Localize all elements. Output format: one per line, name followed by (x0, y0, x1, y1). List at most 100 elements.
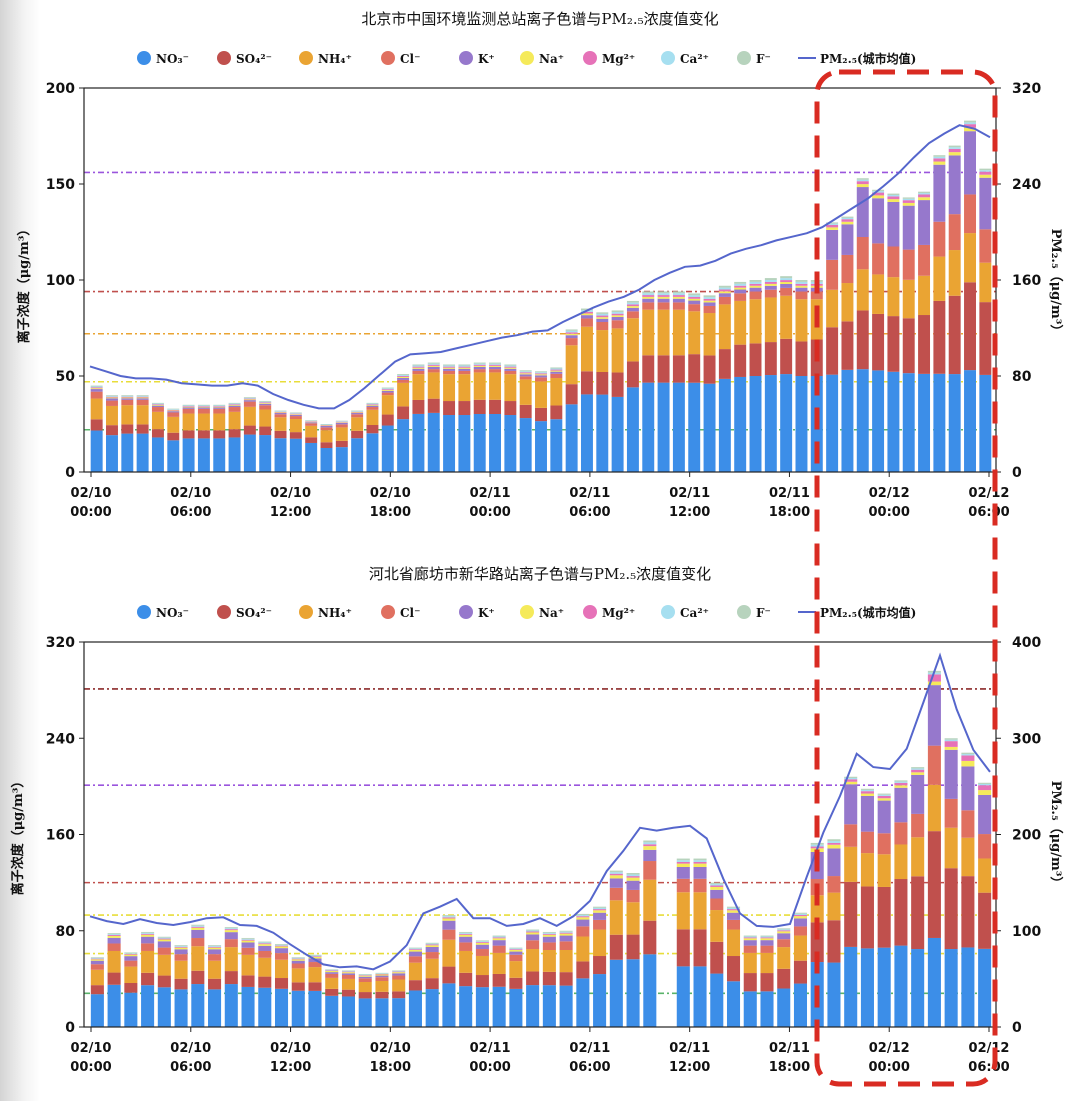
bar-segment-mg (978, 785, 992, 791)
bar-segment-ca (593, 907, 607, 910)
bar-segment-no3 (358, 998, 372, 1027)
y-tick-label: 240 (46, 731, 75, 747)
y2-tick-label: 400 (1012, 635, 1041, 651)
bar-segment-cl (191, 938, 205, 947)
bar-segment-f (167, 408, 180, 410)
bar-segment-mg (492, 937, 506, 939)
bar-segment-no3 (887, 371, 900, 472)
bar-segment-no3 (657, 382, 670, 472)
y-tick-label: 200 (46, 81, 75, 97)
bar-segment-mg (351, 411, 364, 413)
bar-segment-so4 (793, 960, 808, 984)
bar-segment-na (948, 152, 961, 156)
bar-segment-k (559, 935, 573, 942)
bar-segment-cl (320, 427, 333, 431)
bar-segment-k (259, 403, 272, 406)
bar-segment-nh4 (760, 952, 774, 974)
bar-segment-na (718, 291, 731, 294)
bar-segment-so4 (121, 424, 134, 434)
legend-swatch-f (737, 605, 751, 619)
bar-segment-nh4 (887, 277, 900, 317)
bar-segment-f (174, 945, 188, 947)
bar-segment-ca (726, 907, 741, 910)
bar-segment-so4 (475, 975, 489, 988)
bar-segment-mg (780, 280, 793, 283)
bar-segment-mg (408, 949, 422, 950)
bar-segment-so4 (911, 876, 925, 950)
bar-segment-no3 (726, 981, 741, 1027)
bar-segment-nh4 (224, 947, 238, 972)
bar-segment-so4 (944, 868, 958, 950)
bar-segment-so4 (844, 881, 858, 947)
bar-segment-ca (308, 955, 322, 957)
bar-segment-mg (341, 971, 356, 973)
bar-segment-na (688, 298, 701, 301)
bar-segment-mg (208, 946, 222, 948)
legend-swatch-k (459, 605, 473, 619)
bar-segment-na (291, 959, 305, 961)
bar-segment-cl (305, 423, 318, 426)
y2-tick-label: 160 (1012, 273, 1041, 289)
bar-segment-ca (397, 375, 410, 377)
bar-segment-nh4 (978, 858, 992, 893)
bar-segment-na (550, 370, 563, 372)
bar-segment-mg (593, 909, 607, 911)
bar-segment-k (341, 973, 356, 975)
x-tick-time: 00:00 (70, 1060, 111, 1075)
bar-segment-nh4 (918, 275, 931, 316)
bar-segment-ca (174, 946, 188, 947)
bar-segment-k (642, 298, 655, 303)
legend-swatch-no3 (137, 605, 151, 619)
bar-segment-nh4 (305, 425, 318, 438)
bar-segment-no3 (777, 988, 791, 1027)
bar-segment-so4 (580, 371, 593, 395)
bar-segment-cl (504, 370, 517, 375)
bar-segment-cl (475, 949, 489, 956)
bar-segment-no3 (167, 440, 180, 472)
bar-segment-mg (734, 285, 747, 288)
y2-tick-label: 80 (1012, 369, 1032, 385)
bar-segment-so4 (335, 440, 348, 448)
bar-segment-cl (795, 291, 808, 300)
bar-segment-no3 (325, 995, 339, 1027)
bar-segment-ca (676, 860, 690, 862)
bar-segment-nh4 (274, 959, 289, 979)
bar-segment-na (167, 410, 180, 412)
bar-segment-cl (718, 296, 731, 305)
bar-segment-ca (157, 937, 171, 939)
bar-segment-so4 (358, 992, 372, 999)
bar-segment-ca (978, 783, 992, 786)
bar-segment-k (258, 945, 272, 951)
bar-segment-nh4 (643, 879, 657, 921)
bar-segment-so4 (492, 973, 506, 987)
bar-segment-k (672, 298, 685, 303)
bar-segment-cl (726, 919, 741, 930)
y2-tick-label: 0 (1012, 465, 1022, 481)
bar-segment-mg (141, 933, 155, 935)
bar-segment-mg (443, 366, 456, 368)
bar-segment-k (933, 164, 946, 222)
bar-segment-mg (877, 795, 891, 799)
bar-segment-k (887, 201, 900, 247)
legend-swatch-f (737, 51, 751, 65)
bar-segment-k (224, 932, 238, 940)
x-tick-date: 02/11 (470, 1041, 511, 1056)
bar-segment-nh4 (475, 955, 489, 976)
bar-segment-cl (657, 302, 670, 310)
bar-segment-na (224, 930, 238, 933)
y-tick-label: 80 (56, 924, 76, 940)
bar-segment-cl (341, 974, 356, 979)
bar-segment-no3 (944, 949, 958, 1027)
bar-segment-so4 (427, 398, 440, 413)
bar-segment-f (509, 947, 523, 949)
bar-segment-ca (961, 754, 975, 756)
bar-segment-f (325, 969, 339, 970)
bar-segment-na (351, 412, 364, 414)
bar-segment-no3 (224, 984, 238, 1027)
bar-segment-nh4 (289, 419, 302, 433)
bar-segment-k (526, 934, 540, 941)
bar-segment-cl (911, 813, 925, 838)
bar-segment-ca (473, 363, 486, 365)
langfang-chart: 河北省廊坊市新华路站离子色谱与PM₂.₅浓度值变化 NO₃⁻ SO₄²⁻ NH₄⁺ C… (10, 565, 1064, 1075)
bar-segment-cl (325, 973, 339, 978)
